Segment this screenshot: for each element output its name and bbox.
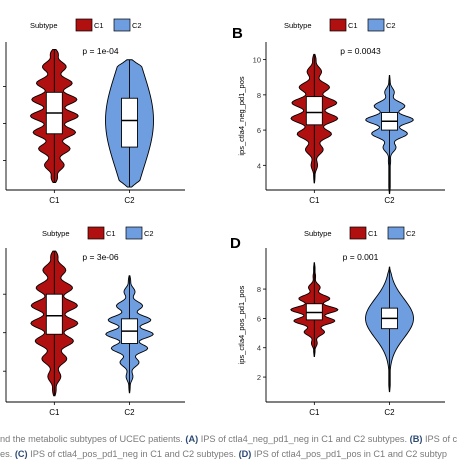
box (305, 96, 323, 126)
panel-c: Subtype C1 C2 p = 3e-06 C1 C2 (3, 226, 185, 417)
legend-label-c2: C2 (406, 229, 416, 238)
panel-letter: B (232, 25, 243, 42)
panel-b: B Subtype C1 C2 4 6 8 10 ips_ctla4_neg_pd1_pos p … (232, 18, 445, 205)
y-axis-label: ips_ctla4_pos_pd1_pos (237, 285, 246, 364)
violin-c1 (290, 262, 339, 357)
box (121, 97, 138, 148)
x-tick-label: C1 (309, 408, 320, 417)
x-tick-label: C1 (309, 196, 320, 205)
legend-label-c2: C2 (386, 21, 396, 30)
legend-swatch-c2 (113, 18, 131, 32)
x-tick-label: C2 (124, 196, 135, 205)
legend-title: Subtype (284, 21, 312, 30)
violin-c2 (105, 59, 154, 188)
violin-c1 (29, 48, 79, 184)
figure-caption: nd the metabolic subtypes of UCEC patien… (0, 432, 474, 462)
legend-swatch-c2 (367, 18, 385, 32)
violin-c2 (365, 75, 414, 194)
legend-title: Subtype (30, 21, 58, 30)
y-tick-label: 2 (257, 373, 261, 382)
legend-title: Subtype (42, 229, 70, 238)
caption-line-2: es. (C) IPS of ctla4_pos_pd1_neg in C1 a… (0, 449, 447, 459)
legend-label-c1: C1 (368, 229, 378, 238)
box (45, 293, 63, 335)
p-value-annotation: p = 0.001 (343, 252, 379, 262)
violin-c1 (30, 250, 79, 397)
legend-swatch-c1 (87, 226, 105, 240)
legend-label-c2: C2 (132, 21, 142, 30)
x-tick-label: C1 (49, 196, 60, 205)
panel-a: Subtype C1 C2 p = 1e-04 C1 C2 (3, 18, 185, 205)
x-tick-label: C2 (124, 408, 135, 417)
legend-label-c1: C1 (94, 21, 104, 30)
legend-swatch-c2 (387, 226, 405, 240)
y-tick-label: 10 (253, 56, 261, 65)
y-tick-label: 8 (257, 285, 261, 294)
x-tick-label: C2 (384, 408, 395, 417)
y-tick-label: 4 (257, 161, 261, 170)
p-value-annotation: p = 1e-04 (82, 46, 118, 56)
violin-c2 (105, 275, 154, 394)
legend-label-c1: C1 (106, 229, 116, 238)
y-tick-label: 8 (257, 91, 261, 100)
x-tick-label: C2 (384, 196, 395, 205)
y-tick-label: 4 (257, 344, 261, 353)
legend-swatch-c1 (329, 18, 347, 32)
y-tick-label: 6 (257, 126, 261, 135)
p-value-annotation: p = 3e-06 (82, 252, 118, 262)
y-tick-label: 6 (257, 314, 261, 323)
legend-label-c1: C1 (348, 21, 358, 30)
x-tick-label: C1 (49, 408, 60, 417)
legend-swatch-c1 (349, 226, 367, 240)
legend: Subtype C1 C2 (42, 226, 154, 240)
legend-swatch-c2 (125, 226, 143, 240)
legend-title: Subtype (304, 229, 332, 238)
panel-letter: D (230, 235, 241, 252)
caption-line-1: nd the metabolic subtypes of UCEC patien… (0, 434, 458, 444)
legend: Subtype C1 C2 (30, 18, 142, 32)
panel-d: D Subtype C1 C2 2 4 6 8 ips_ctla4_pos_pd1_pos p =… (230, 226, 445, 417)
legend-label-c2: C2 (144, 229, 154, 238)
legend-swatch-c1 (75, 18, 93, 32)
p-value-annotation: p = 0.0043 (340, 46, 381, 56)
legend: Subtype C1 C2 (304, 226, 416, 240)
y-axis-label: ips_ctla4_neg_pd1_pos (237, 76, 246, 155)
violin-c1 (290, 53, 339, 184)
violin-c2 (365, 266, 414, 393)
legend: Subtype C1 C2 (284, 18, 396, 32)
